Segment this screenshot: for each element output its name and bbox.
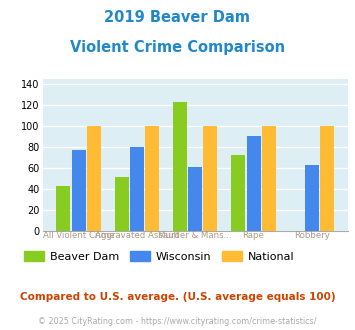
Bar xyxy=(203,126,217,231)
Text: All Violent Crime: All Violent Crime xyxy=(43,231,114,240)
Bar xyxy=(130,147,144,231)
Text: Robbery: Robbery xyxy=(294,231,330,240)
Text: Violent Crime Comparison: Violent Crime Comparison xyxy=(70,40,285,54)
Bar xyxy=(72,150,86,231)
Bar xyxy=(56,186,71,231)
Bar xyxy=(262,126,276,231)
Bar xyxy=(320,126,334,231)
Bar xyxy=(173,102,187,231)
Bar xyxy=(87,126,101,231)
Text: Murder & Mans...: Murder & Mans... xyxy=(158,231,232,240)
Text: Compared to U.S. average. (U.S. average equals 100): Compared to U.S. average. (U.S. average … xyxy=(20,292,335,302)
Text: 2019 Beaver Dam: 2019 Beaver Dam xyxy=(104,10,251,25)
Bar xyxy=(305,165,319,231)
Text: Rape: Rape xyxy=(242,231,264,240)
Text: Aggravated Assault: Aggravated Assault xyxy=(95,231,179,240)
Bar xyxy=(247,136,261,231)
Text: © 2025 CityRating.com - https://www.cityrating.com/crime-statistics/: © 2025 CityRating.com - https://www.city… xyxy=(38,317,317,326)
Legend: Beaver Dam, Wisconsin, National: Beaver Dam, Wisconsin, National xyxy=(20,247,299,267)
Bar xyxy=(188,167,202,231)
Bar xyxy=(231,154,245,231)
Bar xyxy=(145,126,159,231)
Bar xyxy=(115,177,129,231)
